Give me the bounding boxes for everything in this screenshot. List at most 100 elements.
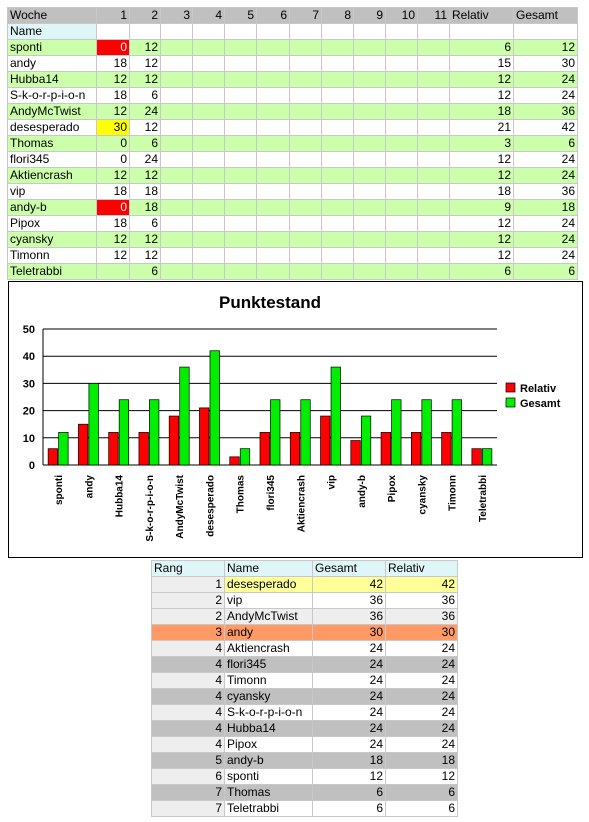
rank-relativ-cell[interactable]: 24	[385, 672, 458, 689]
rank-cell[interactable]: 1	[151, 576, 225, 593]
week-score-cell[interactable]	[192, 247, 225, 264]
week-score-cell[interactable]	[192, 263, 225, 280]
rank-name-cell[interactable]: Teletrabbi	[224, 800, 313, 817]
header-cell[interactable]: 8	[321, 7, 354, 24]
week-score-cell[interactable]	[321, 119, 354, 136]
week-score-cell[interactable]	[321, 263, 354, 280]
rank-cell[interactable]: 4	[151, 640, 225, 657]
week-score-cell[interactable]	[385, 71, 418, 88]
empty-cell[interactable]	[513, 23, 578, 40]
week-score-cell[interactable]	[385, 215, 418, 232]
week-score-cell[interactable]	[385, 119, 418, 136]
week-score-cell[interactable]	[192, 183, 225, 200]
week-score-cell[interactable]	[192, 151, 225, 168]
relativ-cell[interactable]: 12	[449, 87, 514, 104]
week-score-cell[interactable]	[192, 167, 225, 184]
rank-relativ-cell[interactable]: 24	[385, 656, 458, 673]
week-score-cell[interactable]	[256, 103, 290, 120]
rank-relativ-cell[interactable]: 6	[385, 800, 458, 817]
gesamt-cell[interactable]: 24	[513, 215, 578, 232]
player-name-cell[interactable]: Thomas	[7, 135, 97, 152]
week-score-cell[interactable]	[256, 215, 290, 232]
rank-cell[interactable]: 2	[151, 592, 225, 609]
ranking-header-cell[interactable]: Gesamt	[312, 560, 386, 577]
week-score-cell[interactable]	[417, 87, 450, 104]
week-score-cell[interactable]: 0	[96, 39, 130, 56]
relativ-cell[interactable]: 12	[449, 215, 514, 232]
week-score-cell[interactable]	[321, 183, 354, 200]
week-score-cell[interactable]	[192, 55, 225, 72]
week-score-cell[interactable]	[289, 135, 322, 152]
week-score-cell[interactable]	[224, 87, 257, 104]
week-score-cell[interactable]	[256, 135, 290, 152]
gesamt-cell[interactable]: 24	[513, 71, 578, 88]
rank-name-cell[interactable]: Thomas	[224, 784, 313, 801]
week-score-cell[interactable]	[321, 87, 354, 104]
week-score-cell[interactable]	[289, 263, 322, 280]
week-score-cell[interactable]	[353, 199, 386, 216]
week-score-cell[interactable]	[385, 135, 418, 152]
rank-gesamt-cell[interactable]: 24	[312, 736, 386, 753]
empty-cell[interactable]	[129, 23, 161, 40]
week-score-cell[interactable]	[192, 87, 225, 104]
relativ-cell[interactable]: 3	[449, 135, 514, 152]
week-score-cell[interactable]: 12	[96, 231, 130, 248]
week-score-cell[interactable]	[321, 55, 354, 72]
week-score-cell[interactable]	[160, 103, 193, 120]
relativ-cell[interactable]: 18	[449, 183, 514, 200]
header-cell[interactable]: Relativ	[449, 7, 514, 24]
player-name-cell[interactable]: Hubba14	[7, 71, 97, 88]
rank-cell[interactable]: 5	[151, 752, 225, 769]
week-score-cell[interactable]: 6	[129, 215, 161, 232]
relativ-cell[interactable]: 15	[449, 55, 514, 72]
week-score-cell[interactable]	[192, 215, 225, 232]
player-name-cell[interactable]: Teletrabbi	[7, 263, 97, 280]
week-score-cell[interactable]: 12	[129, 247, 161, 264]
header-cell[interactable]: 6	[256, 7, 290, 24]
rank-cell[interactable]: 4	[151, 720, 225, 737]
name-label-cell[interactable]: Name	[7, 23, 97, 40]
gesamt-cell[interactable]: 6	[513, 263, 578, 280]
week-score-cell[interactable]	[224, 231, 257, 248]
week-score-cell[interactable]	[417, 55, 450, 72]
week-score-cell[interactable]	[417, 103, 450, 120]
week-score-cell[interactable]	[160, 87, 193, 104]
rank-cell[interactable]: 4	[151, 704, 225, 721]
rank-relativ-cell[interactable]: 12	[385, 768, 458, 785]
week-score-cell[interactable]	[224, 151, 257, 168]
week-score-cell[interactable]: 18	[96, 215, 130, 232]
week-score-cell[interactable]	[417, 247, 450, 264]
rank-name-cell[interactable]: vip	[224, 592, 313, 609]
rank-gesamt-cell[interactable]: 24	[312, 656, 386, 673]
week-score-cell[interactable]	[385, 199, 418, 216]
week-score-cell[interactable]	[417, 119, 450, 136]
week-score-cell[interactable]	[385, 231, 418, 248]
week-score-cell[interactable]	[353, 231, 386, 248]
week-score-cell[interactable]	[289, 39, 322, 56]
week-score-cell[interactable]	[256, 119, 290, 136]
week-score-cell[interactable]: 24	[129, 151, 161, 168]
week-score-cell[interactable]	[192, 103, 225, 120]
rank-name-cell[interactable]: Hubba14	[224, 720, 313, 737]
gesamt-cell[interactable]: 12	[513, 39, 578, 56]
week-score-cell[interactable]	[353, 183, 386, 200]
player-name-cell[interactable]: AndyMcTwist	[7, 103, 97, 120]
gesamt-cell[interactable]: 6	[513, 135, 578, 152]
week-score-cell[interactable]	[160, 215, 193, 232]
rank-cell[interactable]: 4	[151, 736, 225, 753]
rank-gesamt-cell[interactable]: 6	[312, 784, 386, 801]
week-score-cell[interactable]	[224, 119, 257, 136]
week-score-cell[interactable]	[289, 151, 322, 168]
gesamt-cell[interactable]: 24	[513, 247, 578, 264]
gesamt-cell[interactable]: 24	[513, 151, 578, 168]
rank-cell[interactable]: 2	[151, 608, 225, 625]
relativ-cell[interactable]: 12	[449, 247, 514, 264]
week-score-cell[interactable]	[353, 87, 386, 104]
week-score-cell[interactable]: 12	[96, 103, 130, 120]
player-name-cell[interactable]: Timonn	[7, 247, 97, 264]
week-score-cell[interactable]	[160, 135, 193, 152]
empty-cell[interactable]	[160, 23, 193, 40]
header-cell[interactable]: 1	[96, 7, 130, 24]
header-cell[interactable]: 10	[385, 7, 418, 24]
rank-name-cell[interactable]: Aktiencrash	[224, 640, 313, 657]
